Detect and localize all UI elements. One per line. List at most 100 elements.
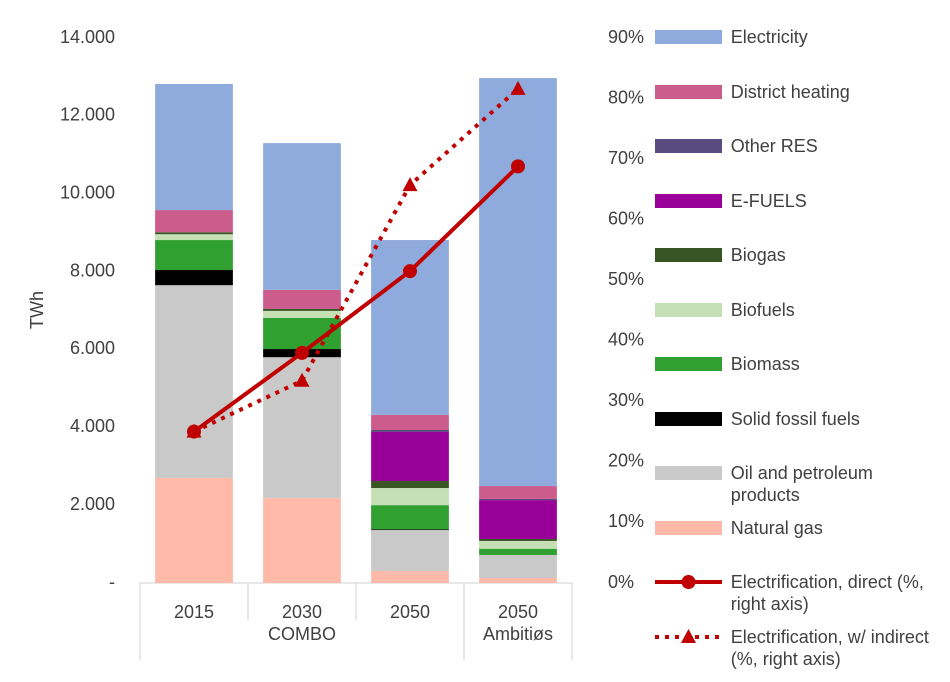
legend-item: Natural gas <box>655 517 945 539</box>
y-tick-label: 12.000 <box>60 105 115 125</box>
legend-item: Oil and petroleum products <box>655 462 945 506</box>
legend-swatch-rect <box>655 84 722 99</box>
legend-label: Oil and petroleum products <box>730 463 873 505</box>
bar-segment <box>155 240 233 271</box>
marker <box>295 345 309 360</box>
legend-label: Biogas <box>730 245 786 265</box>
bar-segment <box>479 486 557 499</box>
marker <box>511 159 525 174</box>
y2-tick-label: 60% <box>608 208 644 228</box>
bar-segment <box>371 488 449 506</box>
y2-tick-label: 20% <box>608 451 644 471</box>
y-tick-label: 2.000 <box>70 494 115 514</box>
bar-segment <box>479 539 557 541</box>
legend-swatch <box>655 520 722 535</box>
legend-swatch <box>655 411 722 426</box>
legend-item: Other RES <box>655 135 945 157</box>
bar-segment <box>479 540 557 549</box>
legend-swatch-rect <box>655 411 722 426</box>
legend-swatch-rect <box>655 520 722 535</box>
y2-tick-label: 90% <box>608 27 644 47</box>
x-tick-label: 2030 <box>282 602 322 622</box>
y2-tick-label: 10% <box>608 511 644 531</box>
bar-segment <box>263 308 341 311</box>
legend-swatch-rect <box>655 357 722 371</box>
bar-segment <box>155 270 233 286</box>
legend-item: E-FUELS <box>655 190 945 212</box>
legend-label: Natural gas <box>730 517 823 538</box>
legend-swatch <box>655 30 722 44</box>
y2-tick-label: 40% <box>608 330 644 350</box>
legend-item: Biomass <box>655 353 945 375</box>
marker <box>681 575 696 589</box>
legend-label: Electrification, w/ indirect (%, right a… <box>730 626 929 669</box>
marker <box>186 423 202 438</box>
marker <box>403 264 417 279</box>
bar-segment <box>371 481 449 489</box>
marker <box>510 80 526 95</box>
marker <box>681 628 696 643</box>
legend-swatch-rect <box>655 193 722 208</box>
bar-segment <box>155 232 233 235</box>
legend-item: Electrification, direct (%, right axis) <box>655 571 945 615</box>
y-tick-label: 6.000 <box>70 338 115 358</box>
marker <box>402 177 418 192</box>
legend-label: Electricity <box>730 27 808 47</box>
y2-tick-label: 0% <box>608 572 634 592</box>
legend-label: E-FUELS <box>730 190 807 211</box>
legend-swatch-rect <box>655 248 722 262</box>
bar-segment <box>371 431 449 482</box>
group-label: Ambitiøs <box>483 624 553 644</box>
legend-swatch-rect <box>655 139 722 153</box>
legend-swatch <box>655 139 722 153</box>
legend-item: District heating <box>655 81 945 103</box>
bar-segment <box>371 430 449 432</box>
legend-label: Solid fossil fuels <box>730 408 860 429</box>
bar-segment <box>371 530 449 571</box>
bar-segment <box>479 498 557 501</box>
x-tick-label: 2050 <box>498 602 538 622</box>
y2-tick-label: 70% <box>608 148 644 168</box>
legend-swatch <box>655 84 722 99</box>
line <box>192 164 520 434</box>
legend-swatch-rect <box>655 302 722 317</box>
bar-segment <box>155 210 233 233</box>
legend-swatch <box>655 628 722 643</box>
line <box>193 87 520 434</box>
x-tick-label: 2015 <box>174 602 214 622</box>
y2-tick-label: 30% <box>608 390 644 410</box>
legend-swatch-rect <box>655 30 722 44</box>
legend-item: Solid fossil fuels <box>655 408 945 430</box>
legend-swatch <box>655 248 722 262</box>
y-tick-label: 10.000 <box>60 182 115 202</box>
bar-segment <box>263 289 341 309</box>
legend-item: Biogas <box>655 244 945 266</box>
bar-segment <box>263 310 341 318</box>
bar-segment <box>371 529 449 531</box>
legend-swatch <box>655 575 722 589</box>
legend-label: Electrification, direct (%, right axis) <box>730 572 924 614</box>
legend-swatch <box>655 466 722 480</box>
bar-segment <box>155 234 233 241</box>
legend-swatch <box>655 302 722 317</box>
bar-segment <box>155 285 233 478</box>
legend-label: District heating <box>730 81 850 102</box>
legend-swatch <box>655 357 722 371</box>
y2-tick-label: 80% <box>608 87 644 107</box>
bar-segment <box>479 500 557 540</box>
bar-segment <box>155 83 233 211</box>
y-tick-label: - <box>109 572 115 592</box>
x-tick-label: 2050 <box>390 602 430 622</box>
y-tick-label: 14.000 <box>60 27 115 47</box>
legend-label: Biomass <box>730 354 800 374</box>
group-label: COMBO <box>268 624 336 644</box>
marker <box>294 372 310 387</box>
legend-item: Biofuels <box>655 299 945 321</box>
legend-item: Electrification, w/ indirect (%, right a… <box>655 626 945 670</box>
bar-segment <box>479 577 557 583</box>
bar-segment <box>371 414 449 431</box>
bar-segment <box>479 548 557 555</box>
bar-segment <box>263 498 341 583</box>
